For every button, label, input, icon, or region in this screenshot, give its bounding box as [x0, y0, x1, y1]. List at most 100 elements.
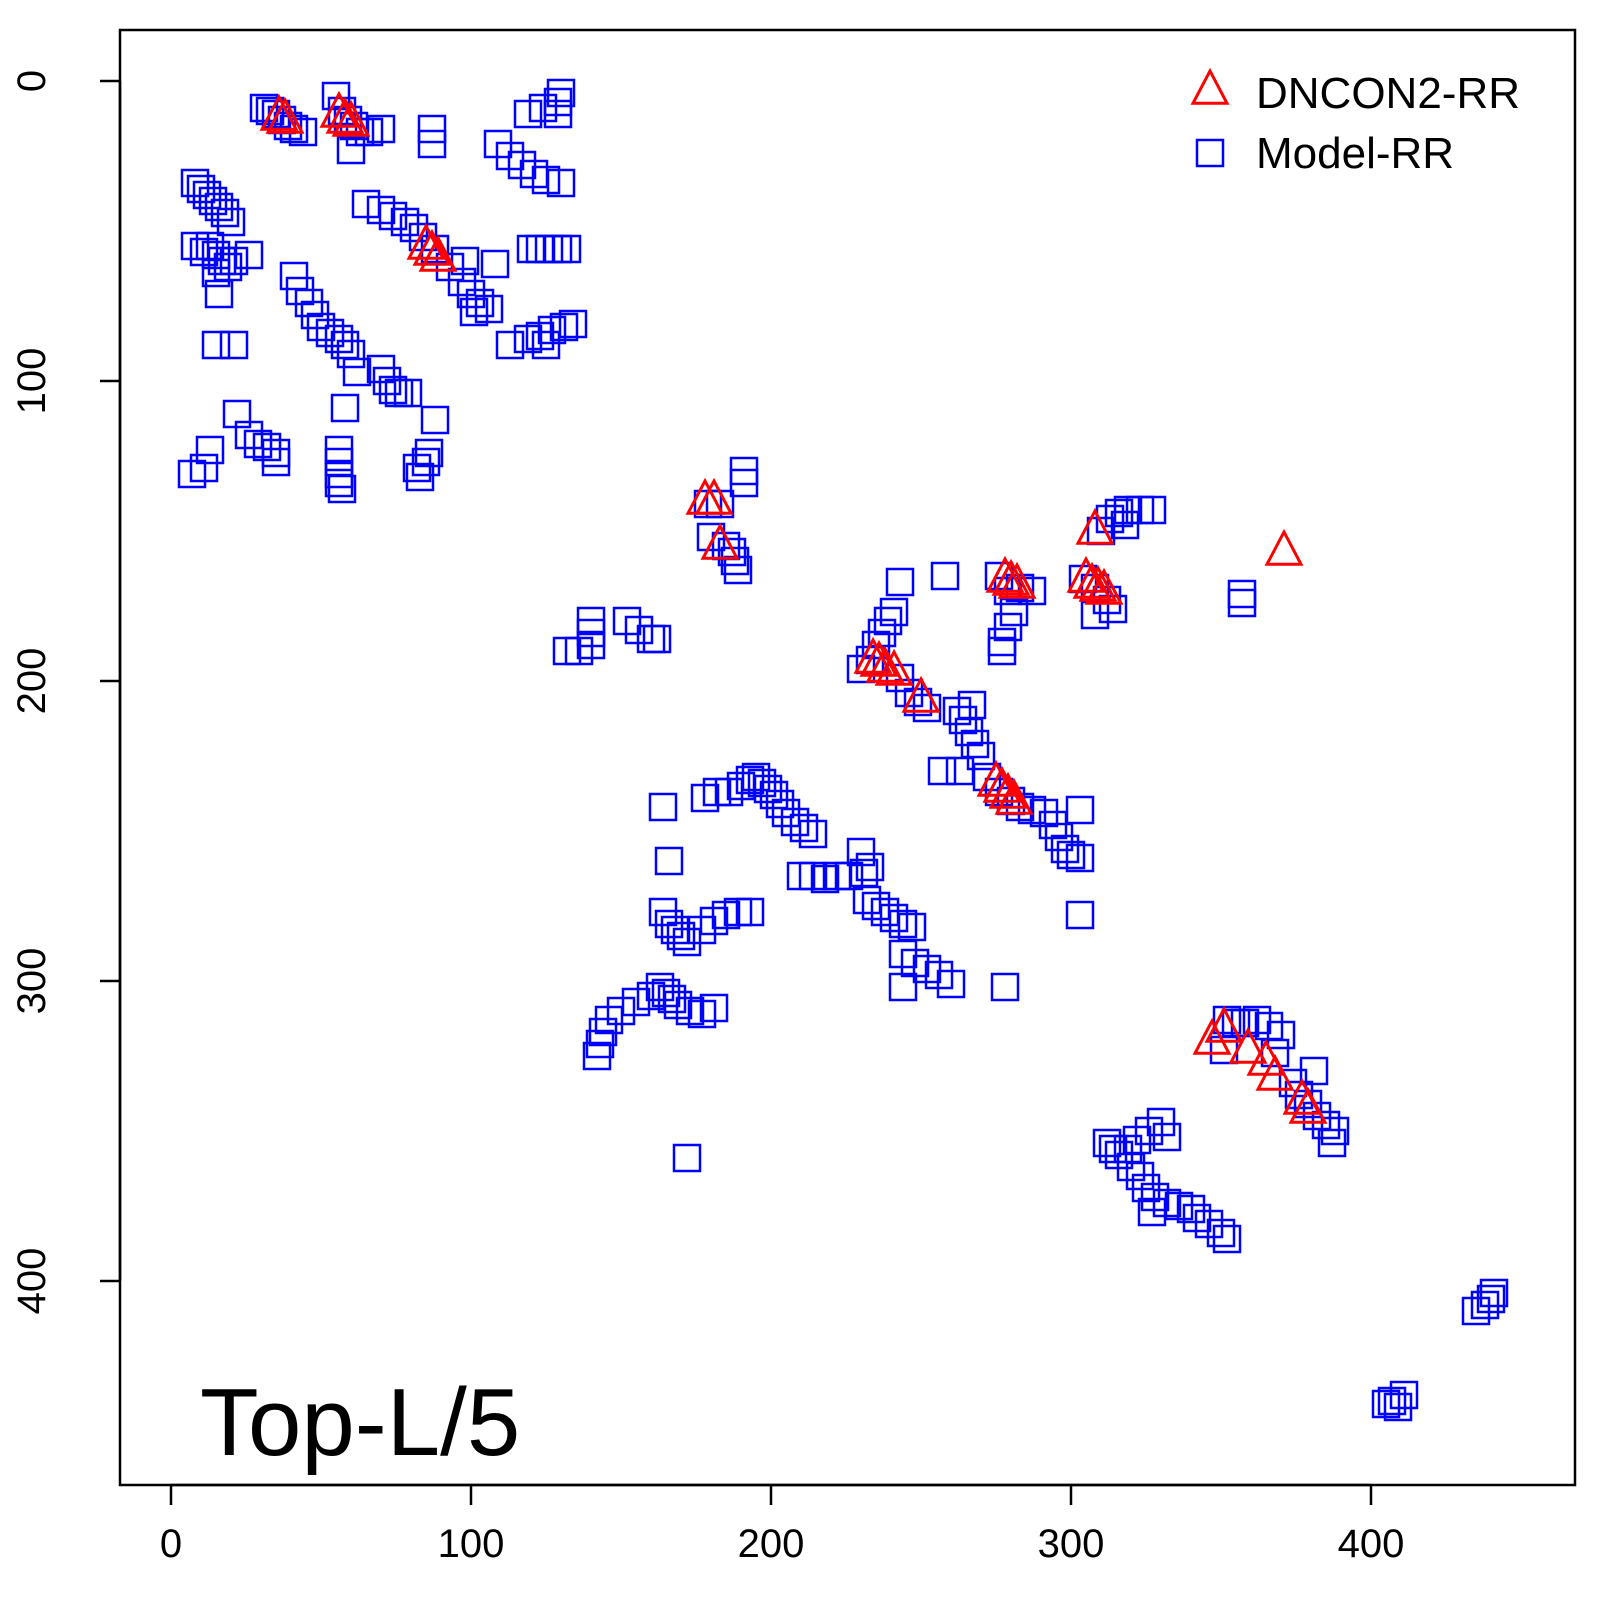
dncon2-rr-point	[418, 234, 458, 272]
model-rr-point	[411, 447, 441, 477]
model-rr-point	[405, 462, 435, 492]
model-rr-point	[201, 330, 231, 360]
model-rr-point	[1116, 1152, 1146, 1182]
model-rr-point	[873, 606, 903, 636]
model-rr-point	[927, 756, 957, 786]
series-dncon2-rr	[259, 90, 1328, 1124]
model-rr-point	[1266, 1020, 1296, 1050]
model-rr-point	[885, 567, 915, 597]
model-rr-point	[855, 852, 885, 882]
model-rr-point	[1212, 1005, 1242, 1035]
model-rr-point	[552, 636, 582, 666]
model-rr-point	[966, 741, 996, 771]
dncon2-rr-point	[859, 639, 899, 677]
model-rr-point	[342, 357, 372, 387]
model-rr-point	[912, 693, 942, 723]
dncon2-rr-point	[265, 96, 305, 134]
x-tick-label: 100	[438, 1522, 505, 1566]
model-rr-point	[1110, 510, 1140, 540]
model-rr-point	[216, 207, 246, 237]
model-rr-point	[195, 435, 225, 465]
y-tick-label: 100	[10, 348, 54, 415]
dncon2-rr-point	[1192, 1017, 1232, 1055]
dncon2-rr-point	[865, 645, 905, 683]
model-rr-point	[1146, 1107, 1176, 1137]
model-rr-point	[1260, 1038, 1290, 1068]
model-rr-point	[1065, 900, 1095, 930]
model-rr-point	[546, 168, 576, 198]
model-rr-point	[261, 447, 291, 477]
model-rr-point	[717, 537, 747, 567]
model-rr-point	[546, 78, 576, 108]
model-rr-point	[177, 459, 207, 489]
model-rr-point	[1098, 1134, 1128, 1164]
dncon2-rr-point	[1288, 1086, 1328, 1124]
x-tick-label: 400	[1338, 1522, 1405, 1566]
model-rr-point	[798, 819, 828, 849]
series-layer	[177, 78, 1509, 1422]
model-rr-point	[642, 624, 672, 654]
model-rr-point	[729, 468, 759, 498]
legend-label-dncon2-rr: DNCON2-RR	[1256, 69, 1520, 118]
model-rr-point	[1050, 834, 1080, 864]
model-rr-point	[330, 393, 360, 423]
model-rr-point	[888, 972, 918, 1002]
model-rr-point	[219, 330, 249, 360]
model-rr-point	[765, 789, 795, 819]
model-rr-point	[789, 813, 819, 843]
model-rr-point	[234, 240, 264, 270]
model-rr-point	[699, 993, 729, 1023]
model-rr-point	[558, 309, 588, 339]
model-rr-point	[696, 522, 726, 552]
y-axis: 0 100 200 300 400	[10, 70, 122, 1314]
model-rr-point	[648, 792, 678, 822]
dncon2-rr-point	[1264, 528, 1304, 566]
x-tick-label: 200	[738, 1522, 805, 1566]
model-rr-point	[474, 294, 504, 324]
y-tick-label: 300	[10, 948, 54, 1015]
model-rr-point	[552, 234, 582, 264]
model-rr-point	[393, 378, 423, 408]
dncon2-rr-point	[1084, 567, 1124, 605]
model-rr-point	[936, 969, 966, 999]
model-rr-point	[1065, 795, 1095, 825]
model-rr-point	[879, 903, 909, 933]
model-rr-point	[417, 129, 447, 159]
dncon2-rr-point	[694, 477, 734, 515]
model-rr-point	[672, 1143, 702, 1173]
model-rr-point	[666, 921, 696, 951]
model-rr-point	[450, 246, 480, 276]
dncon2-rr-point	[874, 648, 914, 686]
y-tick-label: 200	[10, 648, 54, 715]
model-rr-point	[1317, 1128, 1347, 1158]
model-rr-point	[336, 339, 366, 369]
model-rr-point	[621, 987, 651, 1017]
dncon2-rr-point	[991, 558, 1031, 596]
dncon2-rr-point	[1075, 507, 1115, 545]
model-rr-point	[636, 981, 666, 1011]
model-rr-point	[771, 798, 801, 828]
dncon2-rr-point	[988, 771, 1028, 809]
model-rr-point	[336, 135, 366, 165]
model-rr-point	[378, 375, 408, 405]
model-rr-point	[279, 261, 309, 291]
chart-annotation: Top-L/5	[200, 1369, 520, 1476]
x-tick-label: 300	[1038, 1522, 1105, 1566]
dncon2-rr-point	[1078, 564, 1118, 602]
model-rr-point	[531, 165, 561, 195]
model-rr-point	[654, 846, 684, 876]
model-rr-point	[420, 405, 450, 435]
x-tick-label: 0	[160, 1522, 182, 1566]
model-rr-point	[993, 612, 1023, 642]
model-rr-point	[324, 468, 354, 498]
model-rr-point	[987, 636, 1017, 666]
model-rr-point	[1065, 843, 1095, 873]
model-rr-point	[417, 114, 447, 144]
model-rr-point	[528, 93, 558, 123]
legend-marker-dncon2-rr	[1190, 67, 1230, 105]
model-rr-point	[1056, 840, 1086, 870]
model-rr-point	[1137, 495, 1167, 525]
model-rr-point	[495, 330, 525, 360]
legend: DNCON2-RR Model-RR	[1190, 67, 1520, 178]
